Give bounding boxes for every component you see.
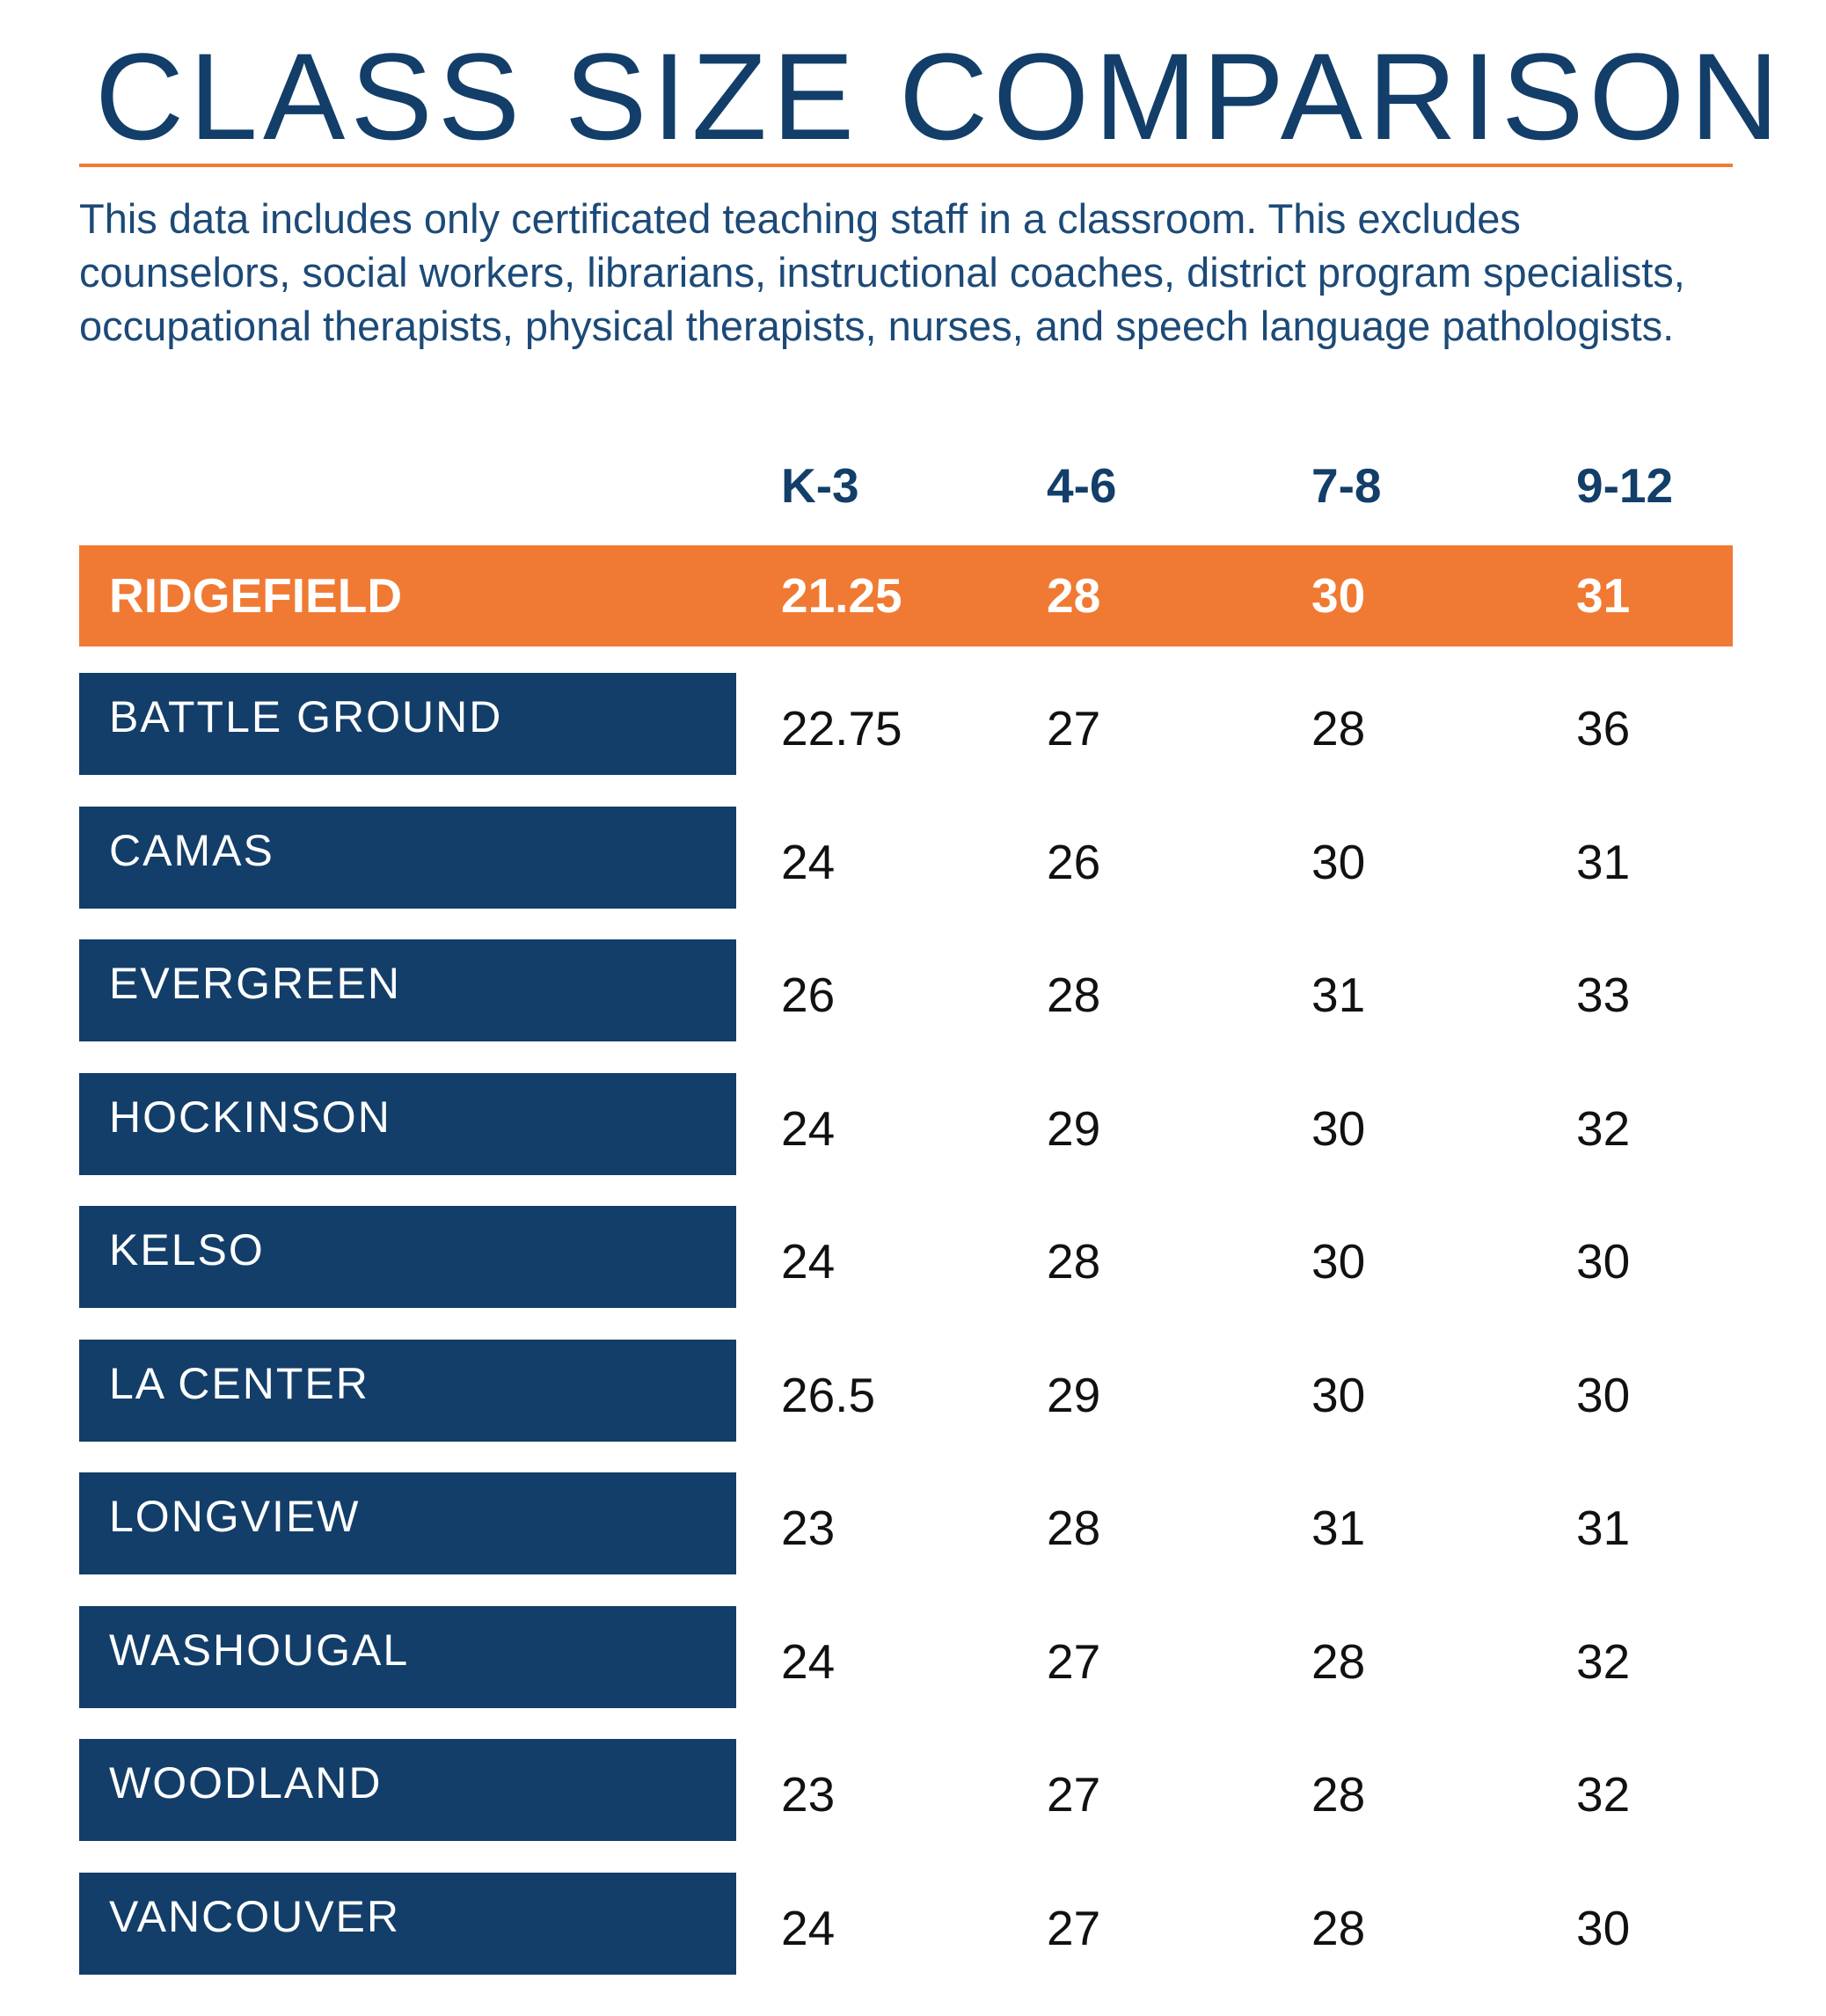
- intro-text: This data includes only certificated tea…: [79, 195, 1685, 349]
- cell-value-7-8: 31: [1311, 968, 1366, 1022]
- title-divider: [79, 164, 1733, 167]
- cell-value-7-8: 31: [1311, 1501, 1366, 1555]
- district-label-bar: EVERGREEN: [79, 939, 736, 1041]
- highlight-value-7-8: 30: [1311, 568, 1366, 623]
- cell-value-9-12: 30: [1576, 1368, 1631, 1422]
- highlight-value-k-3: 21.25: [781, 568, 902, 623]
- cell-value-k-3: 26.5: [781, 1368, 876, 1422]
- column-header-k-3: K-3: [781, 458, 859, 513]
- table-row: HOCKINSON 24 29 30 32: [79, 1073, 1733, 1175]
- cell-value-7-8: 28: [1311, 1901, 1366, 1955]
- cell-value-k-3: 23: [781, 1767, 836, 1822]
- cell-value-7-8: 30: [1311, 1234, 1366, 1289]
- table-row: CAMAS 24 26 30 31: [79, 807, 1733, 909]
- district-label-bar: LONGVIEW: [79, 1472, 736, 1574]
- column-header-7-8: 7-8: [1311, 458, 1382, 513]
- district-name: CAMAS: [109, 826, 274, 875]
- cell-value-4-6: 28: [1047, 1501, 1101, 1555]
- cell-value-4-6: 28: [1047, 1234, 1101, 1289]
- district-name: LONGVIEW: [109, 1492, 361, 1541]
- district-name: BATTLE GROUND: [109, 692, 503, 741]
- cell-value-9-12: 30: [1576, 1901, 1631, 1955]
- cell-value-7-8: 28: [1311, 1767, 1366, 1822]
- cell-value-9-12: 36: [1576, 701, 1631, 756]
- cell-value-7-8: 28: [1311, 701, 1366, 756]
- district-name: VANCOUVER: [109, 1892, 401, 1941]
- cell-value-9-12: 32: [1576, 1767, 1631, 1822]
- table-row: WASHOUGAL 24 27 28 32: [79, 1606, 1733, 1708]
- district-name: WASHOUGAL: [109, 1625, 410, 1675]
- table-row: KELSO 24 28 30 30: [79, 1206, 1733, 1308]
- cell-value-4-6: 27: [1047, 1901, 1101, 1955]
- cell-value-9-12: 32: [1576, 1101, 1631, 1156]
- district-name: HOCKINSON: [109, 1092, 391, 1142]
- cell-value-7-8: 30: [1311, 1101, 1366, 1156]
- district-label-bar: KELSO: [79, 1206, 736, 1308]
- cell-value-9-12: 31: [1576, 1501, 1631, 1555]
- district-label-bar: WOODLAND: [79, 1739, 736, 1841]
- highlight-row-ridgefield: RIDGEFIELD 21.25 28 30 31: [79, 545, 1733, 646]
- table-row: WOODLAND 23 27 28 32: [79, 1739, 1733, 1841]
- cell-value-k-3: 23: [781, 1501, 836, 1555]
- district-label-bar: HOCKINSON: [79, 1073, 736, 1175]
- cell-value-4-6: 27: [1047, 1634, 1101, 1689]
- column-header-9-12: 9-12: [1576, 458, 1674, 513]
- district-label-bar: WASHOUGAL: [79, 1606, 736, 1708]
- table-row: LA CENTER 26.5 29 30 30: [79, 1340, 1733, 1442]
- cell-value-4-6: 29: [1047, 1101, 1101, 1156]
- highlight-value-4-6: 28: [1047, 568, 1101, 623]
- cell-value-4-6: 26: [1047, 835, 1101, 889]
- highlight-row-name: RIDGEFIELD: [109, 568, 403, 623]
- district-label-bar: BATTLE GROUND: [79, 673, 736, 775]
- cell-value-k-3: 24: [781, 1101, 836, 1156]
- cell-value-9-12: 30: [1576, 1234, 1631, 1289]
- district-label-bar: LA CENTER: [79, 1340, 736, 1442]
- district-name: LA CENTER: [109, 1359, 369, 1408]
- cell-value-4-6: 29: [1047, 1368, 1101, 1422]
- highlight-value-9-12: 31: [1576, 568, 1631, 623]
- cell-value-9-12: 33: [1576, 968, 1631, 1022]
- district-label-bar: CAMAS: [79, 807, 736, 909]
- cell-value-7-8: 28: [1311, 1634, 1366, 1689]
- cell-value-k-3: 24: [781, 1901, 836, 1955]
- table-row: VANCOUVER 24 27 28 30: [79, 1873, 1733, 1975]
- table-row: BATTLE GROUND 22.75 27 28 36: [79, 673, 1733, 775]
- district-name: KELSO: [109, 1225, 265, 1275]
- district-name: EVERGREEN: [109, 959, 401, 1008]
- cell-value-7-8: 30: [1311, 1368, 1366, 1422]
- cell-value-9-12: 32: [1576, 1634, 1631, 1689]
- cell-value-k-3: 24: [781, 1234, 836, 1289]
- column-header-4-6: 4-6: [1047, 458, 1117, 513]
- district-name: WOODLAND: [109, 1758, 383, 1808]
- page-title: CLASS SIZE COMPARISON: [95, 27, 1785, 165]
- cell-value-4-6: 27: [1047, 1767, 1101, 1822]
- cell-value-9-12: 31: [1576, 835, 1631, 889]
- table-row: EVERGREEN 26 28 31 33: [79, 939, 1733, 1041]
- cell-value-k-3: 22.75: [781, 701, 902, 756]
- district-label-bar: VANCOUVER: [79, 1873, 736, 1975]
- cell-value-4-6: 28: [1047, 968, 1101, 1022]
- cell-value-7-8: 30: [1311, 835, 1366, 889]
- cell-value-4-6: 27: [1047, 701, 1101, 756]
- cell-value-k-3: 24: [781, 1634, 836, 1689]
- cell-value-k-3: 24: [781, 835, 836, 889]
- cell-value-k-3: 26: [781, 968, 836, 1022]
- table-row: LONGVIEW 23 28 31 31: [79, 1472, 1733, 1574]
